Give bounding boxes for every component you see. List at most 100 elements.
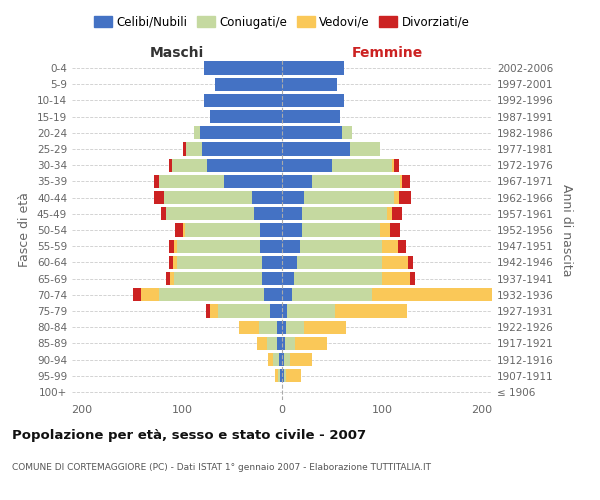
Bar: [159, 288, 264, 302]
Bar: [215, 78, 282, 91]
Bar: [282, 78, 337, 91]
Bar: [282, 288, 292, 302]
Bar: [382, 256, 408, 269]
Text: COMUNE DI CORTEMAGGIORE (PC) - Dati ISTAT 1° gennaio 2007 - Elaborazione TUTTITA: COMUNE DI CORTEMAGGIORE (PC) - Dati ISTA…: [12, 463, 431, 472]
Bar: [387, 207, 392, 220]
Bar: [174, 240, 177, 253]
Bar: [177, 256, 262, 269]
Bar: [282, 207, 302, 220]
Bar: [204, 62, 282, 74]
Legend: Celibi/Nubili, Coniugati/e, Vedovi/e, Divorziati/e: Celibi/Nubili, Coniugati/e, Vedovi/e, Di…: [89, 11, 475, 34]
Bar: [175, 224, 183, 236]
Bar: [183, 142, 186, 156]
Bar: [292, 288, 372, 302]
Bar: [282, 175, 312, 188]
Bar: [185, 224, 260, 236]
Bar: [382, 272, 410, 285]
Bar: [172, 158, 207, 172]
Bar: [259, 320, 277, 334]
Bar: [275, 369, 278, 382]
Bar: [257, 336, 267, 350]
Bar: [392, 207, 402, 220]
Bar: [390, 224, 400, 236]
Bar: [210, 110, 282, 124]
Bar: [262, 256, 282, 269]
Bar: [279, 353, 282, 366]
Bar: [239, 320, 259, 334]
Bar: [159, 175, 224, 188]
Bar: [282, 320, 286, 334]
Bar: [284, 353, 290, 366]
Text: Femmine: Femmine: [352, 46, 422, 60]
Bar: [297, 256, 382, 269]
Bar: [273, 353, 279, 366]
Bar: [186, 142, 202, 156]
Bar: [183, 224, 185, 236]
Bar: [166, 207, 254, 220]
Bar: [394, 191, 399, 204]
Bar: [154, 191, 164, 204]
Bar: [350, 142, 380, 156]
Bar: [267, 336, 277, 350]
Bar: [282, 304, 287, 318]
Bar: [282, 191, 304, 204]
Bar: [286, 369, 301, 382]
Bar: [207, 158, 282, 172]
Bar: [282, 126, 342, 140]
Bar: [399, 191, 411, 204]
Bar: [282, 353, 284, 366]
Bar: [161, 207, 166, 220]
Bar: [394, 158, 399, 172]
Bar: [332, 158, 392, 172]
Bar: [294, 272, 382, 285]
Bar: [206, 304, 210, 318]
Bar: [302, 207, 387, 220]
Bar: [300, 240, 382, 253]
Bar: [224, 175, 282, 188]
Bar: [285, 336, 295, 350]
Bar: [270, 304, 282, 318]
Bar: [392, 158, 394, 172]
Bar: [164, 191, 252, 204]
Bar: [277, 336, 282, 350]
Bar: [400, 175, 402, 188]
Bar: [268, 353, 273, 366]
Y-axis label: Anni di nascita: Anni di nascita: [560, 184, 573, 276]
Bar: [286, 320, 304, 334]
Bar: [410, 272, 415, 285]
Bar: [264, 288, 282, 302]
Y-axis label: Fasce di età: Fasce di età: [19, 192, 31, 268]
Bar: [169, 158, 172, 172]
Bar: [282, 94, 344, 107]
Bar: [295, 336, 327, 350]
Bar: [169, 240, 174, 253]
Bar: [204, 94, 282, 107]
Bar: [260, 240, 282, 253]
Bar: [177, 240, 260, 253]
Bar: [282, 62, 344, 74]
Bar: [304, 191, 394, 204]
Bar: [141, 288, 159, 302]
Bar: [382, 240, 398, 253]
Bar: [408, 256, 413, 269]
Bar: [282, 336, 285, 350]
Bar: [282, 158, 332, 172]
Bar: [282, 110, 340, 124]
Bar: [166, 272, 170, 285]
Bar: [284, 369, 286, 382]
Bar: [282, 142, 350, 156]
Bar: [200, 126, 282, 140]
Bar: [380, 224, 390, 236]
Bar: [282, 240, 300, 253]
Bar: [194, 126, 200, 140]
Bar: [282, 224, 302, 236]
Bar: [260, 224, 282, 236]
Bar: [254, 207, 282, 220]
Bar: [277, 320, 282, 334]
Bar: [282, 256, 297, 269]
Text: Maschi: Maschi: [150, 46, 204, 60]
Bar: [169, 256, 173, 269]
Bar: [290, 353, 312, 366]
Bar: [398, 240, 406, 253]
Bar: [335, 304, 407, 318]
